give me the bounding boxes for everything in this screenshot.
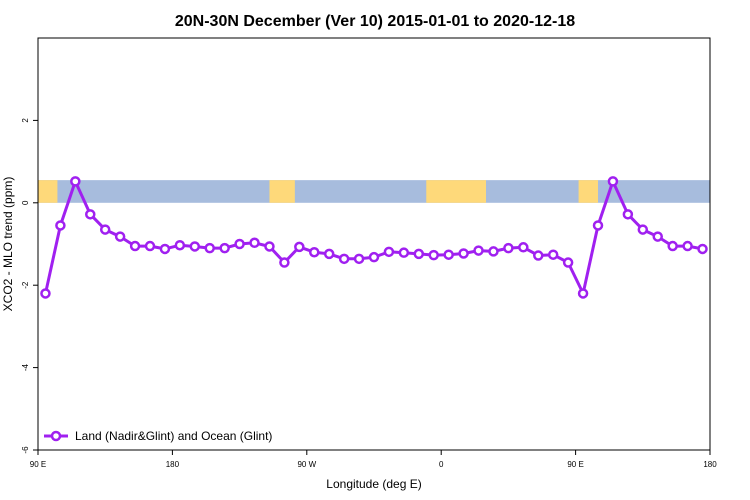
y-tick-label-3: 0 xyxy=(21,200,30,205)
data-point-5 xyxy=(114,231,126,242)
data-point-20 xyxy=(338,253,350,265)
data-point-30 xyxy=(488,246,499,257)
data-point-32 xyxy=(518,242,529,253)
data-point-8 xyxy=(159,243,171,255)
data-point-35 xyxy=(562,257,574,268)
data-point-10 xyxy=(189,241,201,252)
x-axis: 90 E 180 90 W 0 90 E 180 xyxy=(30,450,717,469)
data-point-1 xyxy=(55,220,66,231)
data-point-26 xyxy=(428,249,439,261)
data-point-23 xyxy=(383,246,395,258)
y-axis: -6 -4 -2 0 2 xyxy=(21,118,38,454)
data-point-39 xyxy=(622,209,634,220)
data-point-15 xyxy=(264,241,275,252)
data-point-19 xyxy=(323,248,335,260)
x-tick-label-2: 90 W xyxy=(297,460,316,469)
x-tick-label-5: 180 xyxy=(703,460,717,469)
y-axis-label: XCO2 - MLO trend (ppm) xyxy=(1,177,15,312)
data-point-6 xyxy=(129,240,141,252)
legend-series-name: Land (Nadir&Glint) and Ocean (Glint) xyxy=(75,429,272,443)
x-tick-label-0: 90 E xyxy=(30,460,46,469)
data-point-29 xyxy=(473,245,484,256)
legend-point-marker xyxy=(50,430,62,442)
data-point-13 xyxy=(234,238,245,250)
chart-title: 20N-30N December (Ver 10) 2015-01-01 to … xyxy=(175,13,575,30)
data-point-12 xyxy=(219,242,230,254)
data-point-17 xyxy=(294,241,305,253)
y-tick-label-4: 2 xyxy=(21,118,30,123)
data-point-4 xyxy=(99,224,111,235)
plot-frame xyxy=(37,37,711,451)
data-point-42 xyxy=(667,240,678,252)
series-layer xyxy=(40,176,708,299)
data-point-40 xyxy=(637,224,649,235)
x-tick-label-3: 0 xyxy=(439,460,444,469)
data-point-31 xyxy=(503,242,514,254)
data-point-2 xyxy=(70,176,81,187)
data-point-38 xyxy=(607,176,619,187)
data-point-28 xyxy=(458,248,469,259)
data-point-3 xyxy=(85,209,96,220)
data-point-33 xyxy=(533,250,544,261)
y-tick-label-0: -6 xyxy=(21,446,30,454)
data-point-9 xyxy=(174,239,186,251)
map-strip-land-2 xyxy=(426,180,486,203)
data-point-21 xyxy=(353,253,365,265)
data-point-43 xyxy=(682,240,693,252)
data-point-36 xyxy=(577,288,589,299)
legend: Land (Nadir&Glint) and Ocean (Glint) xyxy=(44,429,272,443)
y-tick-label-2: -2 xyxy=(21,281,30,289)
data-point-14 xyxy=(249,237,260,249)
x-tick-label-4: 90 E xyxy=(567,460,583,469)
data-point-22 xyxy=(368,251,380,263)
data-point-25 xyxy=(413,248,425,260)
x-tick-label-1: 180 xyxy=(166,460,180,469)
data-point-7 xyxy=(144,240,156,252)
map-strip-land-3 xyxy=(578,180,598,203)
data-point-24 xyxy=(398,247,410,258)
map-strip-land-0 xyxy=(38,180,58,203)
data-point-11 xyxy=(204,242,215,254)
data-point-44 xyxy=(697,243,708,255)
data-point-34 xyxy=(547,249,559,260)
data-point-41 xyxy=(652,231,663,242)
map-strip xyxy=(38,180,710,203)
data-point-18 xyxy=(309,246,320,258)
map-strip-ocean xyxy=(38,180,710,203)
data-point-0 xyxy=(40,288,51,299)
data-point-16 xyxy=(279,257,290,268)
x-axis-label: Longitude (deg E) xyxy=(326,477,421,491)
data-point-37 xyxy=(592,220,604,231)
data-point-27 xyxy=(443,249,454,260)
map-strip-land-1 xyxy=(269,180,295,203)
y-tick-label-1: -4 xyxy=(21,363,30,371)
